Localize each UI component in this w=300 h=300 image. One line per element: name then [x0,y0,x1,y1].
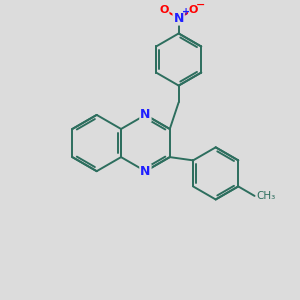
Text: N: N [140,165,151,178]
Text: O: O [189,5,198,15]
Text: +: + [182,7,190,16]
Text: −: − [196,0,206,10]
Text: O: O [159,5,169,15]
Text: N: N [140,108,151,122]
Text: CH₃: CH₃ [256,191,275,201]
Text: N: N [173,12,184,25]
